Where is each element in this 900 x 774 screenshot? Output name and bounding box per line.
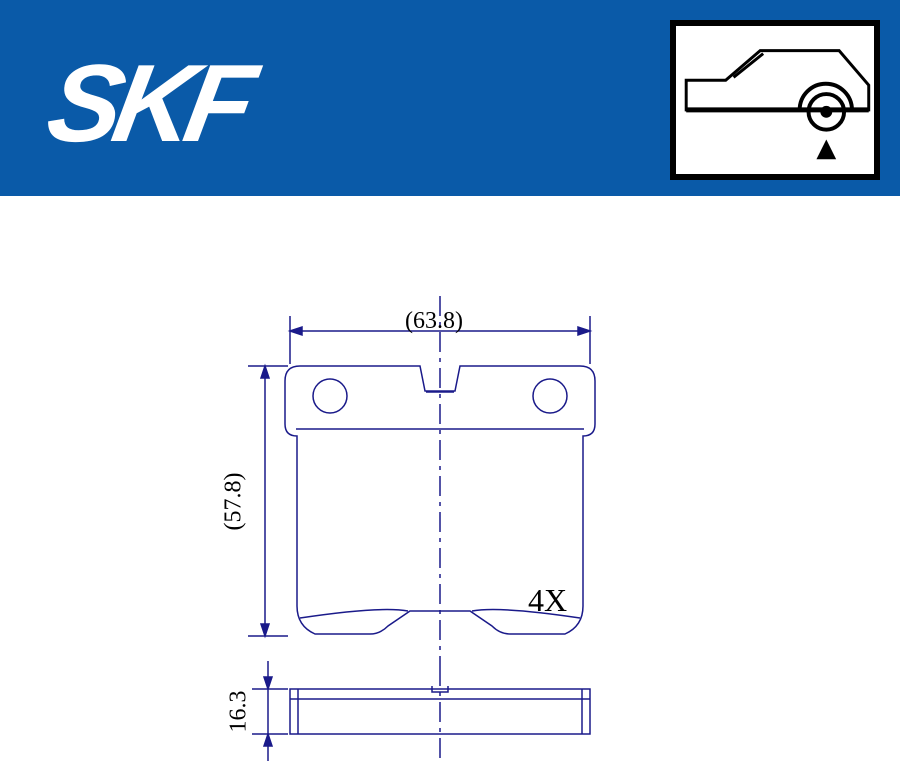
header-bar: SKF — [0, 0, 900, 196]
rear-axle-icon — [670, 20, 880, 180]
drawing-svg — [0, 196, 900, 774]
skf-logo: SKF — [39, 40, 257, 167]
dim-thickness-label: 16.3 — [226, 691, 253, 733]
dim-height-label: (57.8) — [220, 473, 247, 531]
quantity-label: 4X — [528, 582, 567, 619]
technical-drawing: (63.8) (57.8) 16.3 4X — [0, 196, 900, 774]
dim-width-label: (63.8) — [405, 308, 463, 335]
